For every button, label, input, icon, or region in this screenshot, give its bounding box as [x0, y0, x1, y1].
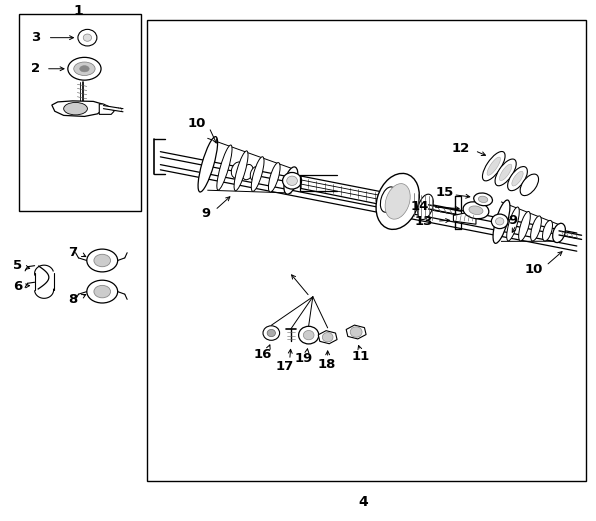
Ellipse shape	[482, 152, 505, 181]
Ellipse shape	[474, 193, 492, 206]
Circle shape	[299, 326, 319, 344]
Ellipse shape	[463, 202, 489, 219]
Ellipse shape	[487, 157, 501, 175]
Text: 4: 4	[358, 495, 368, 509]
Ellipse shape	[94, 254, 110, 267]
Ellipse shape	[250, 167, 260, 181]
Circle shape	[350, 327, 362, 337]
Ellipse shape	[234, 151, 248, 191]
Circle shape	[495, 218, 504, 225]
Text: 19: 19	[295, 353, 313, 365]
Text: 18: 18	[317, 357, 336, 370]
Ellipse shape	[499, 164, 512, 181]
Circle shape	[83, 34, 92, 41]
Circle shape	[78, 29, 97, 46]
Text: 6: 6	[13, 280, 23, 293]
Ellipse shape	[507, 207, 519, 241]
Ellipse shape	[252, 157, 264, 191]
Circle shape	[303, 330, 314, 340]
Ellipse shape	[385, 183, 410, 219]
Text: 2: 2	[31, 62, 41, 75]
Ellipse shape	[285, 168, 296, 193]
Text: 8: 8	[68, 293, 77, 306]
Bar	[147, 19, 586, 481]
Ellipse shape	[284, 167, 298, 194]
Ellipse shape	[200, 139, 216, 190]
Text: 10: 10	[188, 117, 206, 130]
Ellipse shape	[198, 137, 218, 192]
Text: 13: 13	[415, 215, 433, 228]
Ellipse shape	[80, 66, 89, 72]
Circle shape	[287, 176, 297, 185]
Ellipse shape	[87, 249, 117, 272]
Ellipse shape	[376, 173, 420, 229]
Ellipse shape	[512, 171, 523, 186]
Ellipse shape	[554, 225, 564, 241]
Ellipse shape	[542, 220, 552, 241]
Ellipse shape	[68, 57, 101, 80]
Ellipse shape	[493, 200, 510, 243]
Ellipse shape	[495, 159, 516, 186]
Ellipse shape	[519, 212, 530, 241]
Circle shape	[267, 329, 275, 337]
Text: 1: 1	[74, 4, 83, 18]
Ellipse shape	[530, 216, 541, 241]
Ellipse shape	[94, 286, 110, 298]
Text: 11: 11	[351, 351, 370, 363]
Bar	[19, 15, 141, 212]
Ellipse shape	[231, 162, 244, 178]
Circle shape	[263, 326, 280, 340]
Ellipse shape	[479, 196, 488, 203]
Circle shape	[283, 172, 302, 189]
Ellipse shape	[380, 187, 396, 212]
Ellipse shape	[242, 165, 253, 180]
Ellipse shape	[469, 206, 483, 215]
Text: 9: 9	[508, 214, 517, 227]
Circle shape	[322, 332, 333, 342]
Text: 9: 9	[201, 207, 210, 220]
Ellipse shape	[74, 62, 95, 76]
Ellipse shape	[552, 224, 566, 243]
Polygon shape	[52, 101, 104, 116]
Text: 15: 15	[436, 186, 454, 199]
Polygon shape	[346, 325, 366, 339]
Text: 12: 12	[452, 142, 470, 155]
Ellipse shape	[64, 103, 88, 115]
Text: 5: 5	[14, 259, 23, 272]
Ellipse shape	[520, 174, 539, 195]
Ellipse shape	[495, 203, 508, 241]
Polygon shape	[100, 104, 114, 115]
Text: 17: 17	[276, 359, 294, 373]
Text: 10: 10	[525, 263, 544, 276]
Text: 3: 3	[31, 31, 41, 44]
Polygon shape	[301, 176, 387, 206]
Ellipse shape	[418, 194, 433, 219]
Ellipse shape	[268, 163, 280, 192]
Text: 7: 7	[68, 246, 77, 259]
Polygon shape	[454, 211, 476, 224]
Circle shape	[491, 214, 508, 229]
Ellipse shape	[217, 145, 232, 190]
Ellipse shape	[87, 280, 117, 303]
Polygon shape	[318, 331, 337, 344]
Ellipse shape	[508, 167, 527, 191]
Text: 16: 16	[253, 349, 272, 362]
Text: 14: 14	[411, 200, 429, 213]
